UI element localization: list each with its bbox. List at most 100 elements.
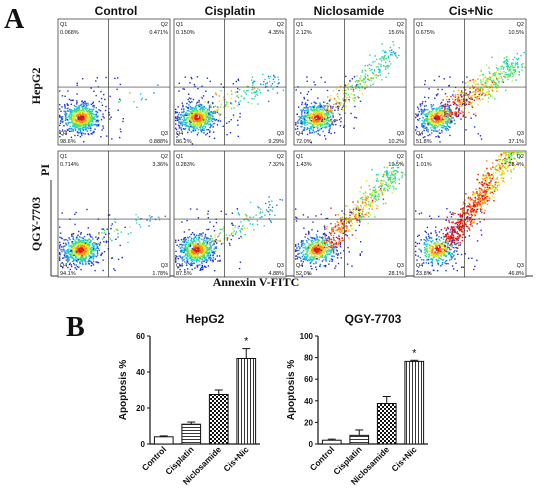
y-tick-label: 60 bbox=[136, 332, 145, 341]
flow-plot-events bbox=[59, 76, 159, 143]
quadrant-percentage: 10.5% bbox=[508, 30, 524, 36]
quadrant-percentage: 1.43% bbox=[296, 162, 312, 168]
y-tick-label: 0 bbox=[141, 440, 146, 449]
quadrant-percentage: 1.01% bbox=[416, 162, 432, 168]
y-tick-label: 60 bbox=[304, 375, 313, 384]
bar bbox=[236, 358, 257, 445]
quadrant-percentage: 15.6% bbox=[388, 30, 404, 36]
quadrant-name: Q4 bbox=[296, 263, 303, 269]
y-tick-label: 40 bbox=[304, 397, 313, 406]
quadrant-name: Q3 bbox=[161, 131, 168, 137]
quadrant-percentage: 4.35% bbox=[268, 30, 284, 36]
quadrant-percentage: 0.888% bbox=[149, 139, 168, 145]
quadrant-name: Q2 bbox=[397, 154, 404, 160]
quadrant-percentage: 86.2% bbox=[176, 139, 192, 145]
flow-plot-frame bbox=[293, 150, 407, 278]
flow-plot: Q1 0.150% Q2 4.35% Q4 86.2% Q3 9.29% bbox=[173, 18, 287, 146]
column-header-cis-nic: Cis+Nic bbox=[449, 4, 494, 18]
quadrant-name: Q3 bbox=[517, 131, 524, 137]
quadrant-percentage: 0.675% bbox=[416, 30, 435, 36]
flow-plot-frame bbox=[413, 18, 527, 146]
panel-b-label: B bbox=[66, 312, 85, 343]
quadrant-name: Q4 bbox=[416, 263, 423, 269]
quadrant-percentage: 98.6% bbox=[60, 139, 76, 145]
quadrant-name: Q3 bbox=[517, 263, 524, 269]
quadrant-percentage: 28.1% bbox=[388, 271, 404, 277]
flow-plot: Q1 0.714% Q2 3.36% Q4 94.1% Q3 1.78% bbox=[57, 150, 171, 278]
category-label: Cis+Nic bbox=[389, 444, 418, 473]
row-label-hepg2: HepG2 bbox=[29, 68, 43, 105]
quadrant-name: Q1 bbox=[296, 22, 303, 28]
column-header-control: Control bbox=[95, 4, 138, 18]
significance-marker: * bbox=[244, 336, 249, 348]
quadrant-percentage: 0.471% bbox=[149, 30, 168, 36]
flow-plot-frame bbox=[57, 150, 171, 278]
quadrant-percentage: 2.12% bbox=[296, 30, 312, 36]
quadrant-name: Q2 bbox=[517, 154, 524, 160]
flow-plot-events bbox=[59, 208, 166, 272]
quadrant-name: Q1 bbox=[176, 154, 183, 160]
quadrant-percentage: 4.88% bbox=[268, 271, 284, 277]
quadrant-percentage: 51.8% bbox=[416, 139, 432, 145]
bar bbox=[181, 423, 202, 445]
quadrant-percentage: 94.1% bbox=[60, 271, 76, 277]
y-axis-label-pi: PI bbox=[38, 164, 52, 176]
quadrant-name: Q4 bbox=[176, 263, 183, 269]
quadrant-percentage: 0.714% bbox=[60, 162, 79, 168]
bar bbox=[153, 436, 174, 445]
flow-plot-events bbox=[175, 196, 284, 272]
chart-title: QGY-7703 bbox=[345, 312, 402, 326]
quadrant-name: Q2 bbox=[277, 154, 284, 160]
quadrant-name: Q4 bbox=[60, 263, 67, 269]
bar bbox=[376, 403, 397, 445]
category-label: Cis+Nic bbox=[221, 444, 250, 473]
quadrant-name: Q3 bbox=[277, 131, 284, 137]
y-tick-label: 0 bbox=[309, 440, 314, 449]
quadrant-name: Q1 bbox=[60, 154, 67, 160]
flow-plot: Q1 0.675% Q2 10.5% Q4 51.8% Q3 37.1% bbox=[413, 18, 527, 146]
flow-plot: Q1 1.01% Q2 28.4% Q4 23.8% Q3 46.8% bbox=[413, 150, 527, 278]
flow-plot: Q1 1.43% Q2 19.5% Q4 52.0% Q3 28.1% bbox=[293, 150, 407, 278]
bar bbox=[404, 360, 425, 445]
y-tick-label: 20 bbox=[136, 404, 145, 413]
quadrant-percentage: 28.4% bbox=[508, 162, 524, 168]
quadrant-name: Q3 bbox=[277, 263, 284, 269]
quadrant-name: Q2 bbox=[517, 22, 524, 28]
row-label-qgy-7703: QGY-7703 bbox=[29, 197, 43, 251]
quadrant-percentage: 0.068% bbox=[60, 30, 79, 36]
quadrant-name: Q1 bbox=[176, 22, 183, 28]
flow-plot-events bbox=[175, 73, 285, 145]
quadrant-name: Q1 bbox=[296, 154, 303, 160]
quadrant-percentage: 0.150% bbox=[176, 30, 195, 36]
quadrant-name: Q2 bbox=[161, 154, 168, 160]
y-tick-label: 20 bbox=[304, 418, 313, 427]
quadrant-percentage: 19.5% bbox=[388, 162, 404, 168]
quadrant-percentage: 72.0% bbox=[296, 139, 312, 145]
quadrant-percentage: 37.1% bbox=[508, 139, 524, 145]
flow-plot-events bbox=[415, 51, 526, 143]
quadrant-name: Q4 bbox=[416, 131, 423, 137]
quadrant-percentage: 23.8% bbox=[416, 271, 432, 277]
quadrant-percentage: 7.32% bbox=[268, 162, 284, 168]
quadrant-name: Q3 bbox=[161, 263, 168, 269]
quadrant-name: Q2 bbox=[161, 22, 168, 28]
y-tick-label: 80 bbox=[304, 354, 313, 363]
flow-cytometry-grid: Q1 0.068% Q2 0.471% Q4 98.6% Q3 0.888% Q1 0.150% Q… bbox=[57, 18, 527, 278]
quadrant-percentage: 87.5% bbox=[176, 271, 192, 277]
quadrant-name: Q4 bbox=[60, 131, 67, 137]
quadrant-name: Q4 bbox=[296, 131, 303, 137]
quadrant-percentage: 1.78% bbox=[152, 271, 168, 277]
quadrant-percentage: 46.8% bbox=[508, 271, 524, 277]
x-axis-label-annexin: Annexin V-FITC bbox=[213, 275, 300, 289]
bar bbox=[349, 434, 370, 445]
bar bbox=[208, 394, 229, 445]
y-axis-label: Apoptosis % bbox=[286, 360, 297, 421]
quadrant-name: Q1 bbox=[60, 22, 67, 28]
flow-plot: Q1 2.12% Q2 15.6% Q4 72.0% Q3 10.2% bbox=[293, 18, 407, 146]
chart-title: HepG2 bbox=[186, 312, 225, 326]
quadrant-name: Q2 bbox=[397, 22, 404, 28]
column-header-cisplatin: Cisplatin bbox=[205, 4, 256, 18]
